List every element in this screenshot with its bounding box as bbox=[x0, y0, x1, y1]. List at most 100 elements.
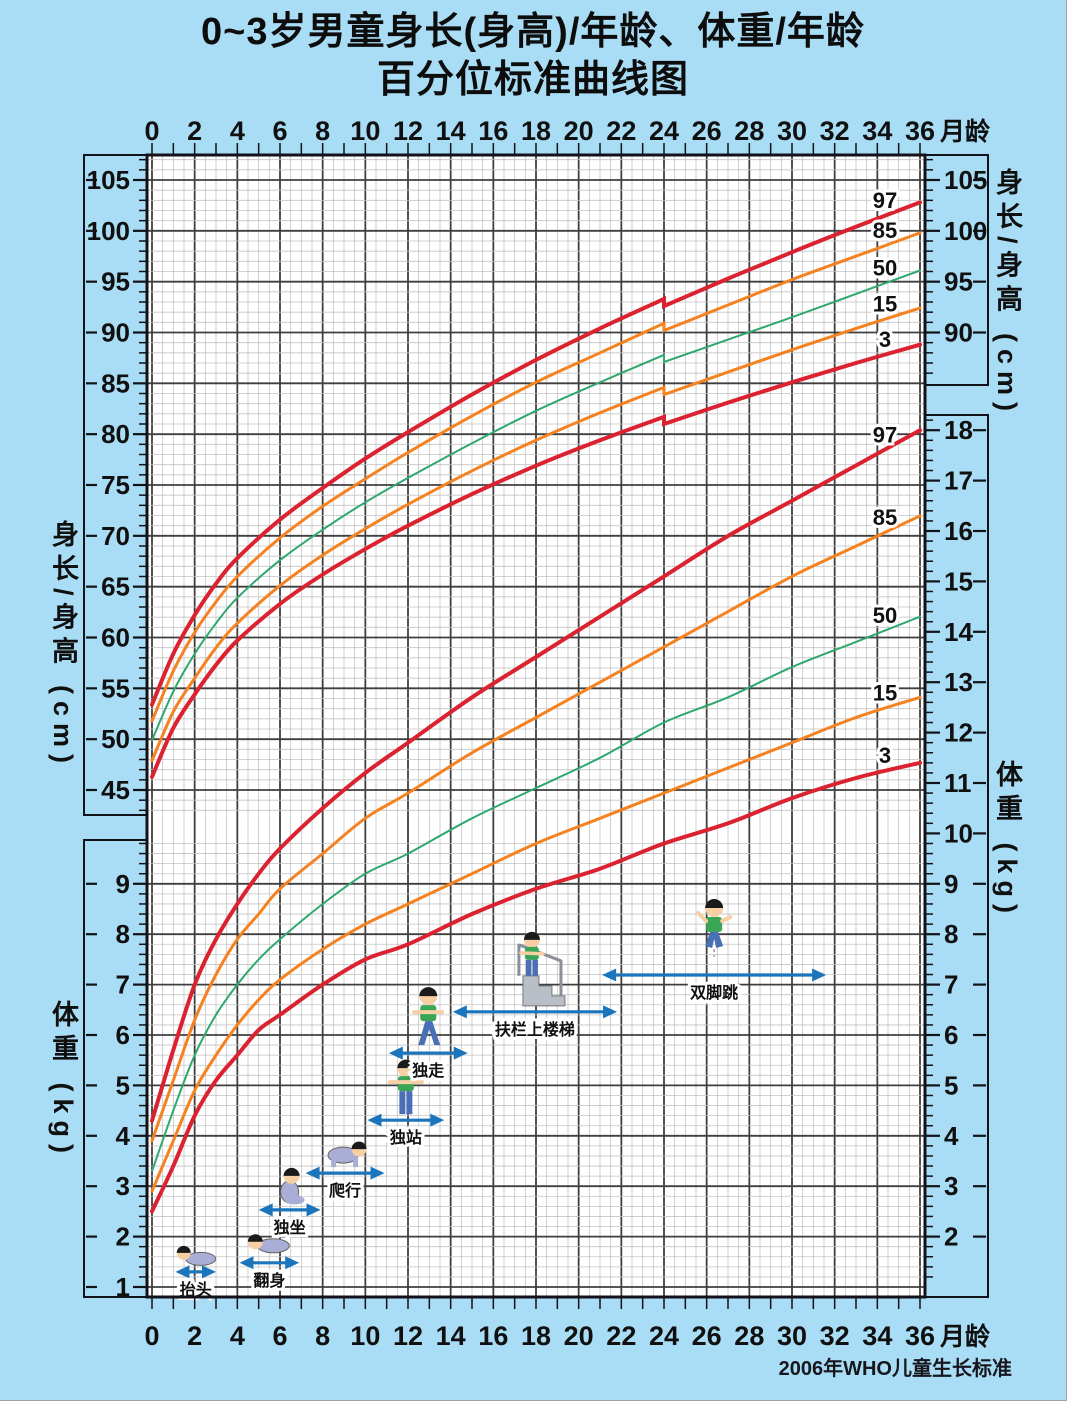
svg-text:双脚跳: 双脚跳 bbox=[690, 983, 738, 1002]
svg-text:独走: 独走 bbox=[412, 1061, 444, 1080]
svg-text:8: 8 bbox=[315, 116, 330, 146]
milestone-annotations: 抬头 翻身 独坐 爬行 独站 独走 扶栏上楼梯 双脚跳 bbox=[175, 899, 827, 1302]
weight-curve-p97 bbox=[150, 428, 922, 1123]
svg-text:60: 60 bbox=[101, 622, 130, 652]
grid-lines bbox=[147, 155, 925, 1297]
svg-text:36: 36 bbox=[905, 1321, 935, 1351]
svg-text:30: 30 bbox=[777, 116, 807, 146]
svg-text:105: 105 bbox=[87, 165, 130, 195]
svg-text:18: 18 bbox=[521, 116, 551, 146]
svg-text:14: 14 bbox=[436, 1321, 466, 1351]
milestone-figure-standing bbox=[387, 1059, 424, 1115]
svg-text:26: 26 bbox=[692, 116, 722, 146]
milestone-figure-lying bbox=[176, 1245, 217, 1266]
svg-text:7: 7 bbox=[944, 970, 958, 1000]
svg-text:85: 85 bbox=[101, 368, 130, 398]
svg-text:24: 24 bbox=[649, 1321, 679, 1351]
milestone-figure-rolling bbox=[247, 1234, 290, 1254]
svg-text:5: 5 bbox=[116, 1070, 130, 1100]
svg-text:8: 8 bbox=[944, 919, 958, 949]
chart-title: 0~3岁男童身长(身高)/年龄、体重/年龄 百分位标准曲线图 bbox=[0, 8, 1066, 104]
svg-text:10: 10 bbox=[350, 1321, 380, 1351]
svg-text:4: 4 bbox=[230, 1321, 245, 1351]
svg-text:34: 34 bbox=[862, 1321, 892, 1351]
svg-text:70: 70 bbox=[101, 521, 130, 551]
height-curve-p3 bbox=[150, 342, 922, 779]
svg-text:2: 2 bbox=[187, 116, 202, 146]
height-curve-p97 bbox=[150, 200, 922, 707]
height-curve-p85 bbox=[150, 231, 922, 723]
svg-text:22: 22 bbox=[606, 116, 636, 146]
svg-text:28: 28 bbox=[734, 116, 764, 146]
svg-text:6: 6 bbox=[116, 1020, 130, 1050]
axis-tick-marks bbox=[86, 143, 986, 1309]
weight-percentile-curves bbox=[150, 428, 922, 1214]
svg-text:85: 85 bbox=[873, 505, 897, 530]
milestone-figure-stairs bbox=[517, 931, 566, 1007]
svg-text:14: 14 bbox=[944, 617, 973, 647]
svg-text:20: 20 bbox=[564, 116, 594, 146]
svg-text:80: 80 bbox=[101, 419, 130, 449]
svg-text:95: 95 bbox=[944, 267, 973, 297]
svg-text:75: 75 bbox=[101, 470, 130, 500]
milestone-lying: 抬头 bbox=[175, 1265, 216, 1302]
svg-text:22: 22 bbox=[606, 1321, 636, 1351]
svg-text:100: 100 bbox=[944, 216, 987, 246]
svg-text:6: 6 bbox=[272, 116, 287, 146]
milestone-figure-jumping bbox=[696, 899, 733, 958]
svg-text:17: 17 bbox=[944, 466, 973, 496]
weight-curve-p85 bbox=[150, 514, 922, 1143]
weight-curve-p15 bbox=[150, 695, 922, 1193]
svg-text:32: 32 bbox=[820, 116, 850, 146]
svg-text:100: 100 bbox=[87, 216, 130, 246]
svg-text:3: 3 bbox=[116, 1171, 130, 1201]
height-curve-p15 bbox=[150, 306, 922, 762]
svg-text:4: 4 bbox=[944, 1121, 959, 1151]
svg-text:30: 30 bbox=[777, 1321, 807, 1351]
weight-curve-p50 bbox=[151, 615, 921, 1173]
milestone-walking: 独走 bbox=[388, 1046, 468, 1083]
svg-text:4: 4 bbox=[230, 116, 245, 146]
svg-text:97: 97 bbox=[873, 422, 897, 447]
svg-text:9: 9 bbox=[944, 869, 958, 899]
svg-text:12: 12 bbox=[393, 116, 423, 146]
svg-text:18: 18 bbox=[521, 1321, 551, 1351]
svg-text:65: 65 bbox=[101, 572, 130, 602]
svg-text:10: 10 bbox=[350, 116, 380, 146]
milestone-standing: 独站 bbox=[367, 1113, 445, 1150]
milestone-rolling: 翻身 bbox=[239, 1256, 300, 1293]
milestone-sitting: 独坐 bbox=[258, 1203, 321, 1240]
svg-text:翻身: 翻身 bbox=[253, 1271, 285, 1290]
svg-text:26: 26 bbox=[692, 1321, 722, 1351]
svg-text:3: 3 bbox=[944, 1171, 958, 1201]
right-height-axis-title: 身长/身高 (cm) bbox=[992, 168, 1022, 419]
svg-text:45: 45 bbox=[101, 775, 130, 805]
svg-text:独坐: 独坐 bbox=[274, 1218, 306, 1237]
svg-text:15: 15 bbox=[944, 566, 973, 596]
svg-text:独站: 独站 bbox=[390, 1128, 422, 1147]
svg-text:11: 11 bbox=[944, 768, 972, 798]
svg-text:2: 2 bbox=[187, 1321, 202, 1351]
svg-text:3: 3 bbox=[879, 743, 891, 768]
svg-text:2: 2 bbox=[116, 1222, 130, 1252]
milestone-crawling: 爬行 bbox=[305, 1166, 385, 1203]
svg-text:2: 2 bbox=[944, 1222, 958, 1252]
svg-text:0: 0 bbox=[144, 1321, 159, 1351]
percentile-curve-labels: 97 85 50 15 3 97 85 50 15 3 bbox=[870, 185, 900, 771]
chart-title-line1: 0~3岁男童身长(身高)/年龄、体重/年龄 bbox=[201, 11, 865, 53]
milestone-jumping: 双脚跳 bbox=[602, 968, 827, 1005]
height-percentile-curves bbox=[150, 200, 922, 779]
svg-text:24: 24 bbox=[649, 116, 679, 146]
svg-text:1: 1 bbox=[116, 1272, 130, 1302]
svg-text:13: 13 bbox=[944, 667, 973, 697]
svg-text:55: 55 bbox=[101, 673, 130, 703]
svg-text:97: 97 bbox=[873, 188, 897, 213]
svg-text:月龄: 月龄 bbox=[939, 117, 991, 146]
height-curve-p50 bbox=[151, 269, 921, 742]
svg-text:16: 16 bbox=[478, 1321, 508, 1351]
svg-text:18: 18 bbox=[944, 415, 973, 445]
right-weight-axis-title: 体重 (kg) bbox=[992, 760, 1022, 920]
milestone-figure-crawling bbox=[327, 1141, 367, 1168]
svg-text:9: 9 bbox=[116, 869, 130, 899]
